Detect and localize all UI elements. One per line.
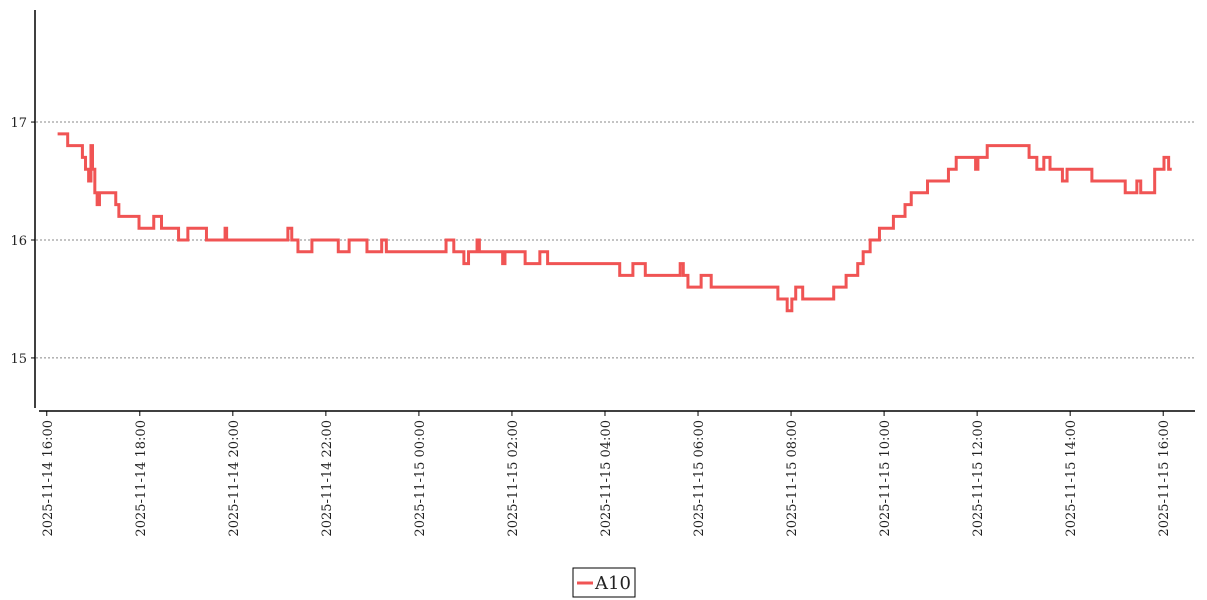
x-tick-label: 2025-11-14 18:00 [134, 420, 149, 537]
x-tick-label: 2025-11-15 12:00 [971, 420, 986, 537]
x-tick-label: 2025-11-15 16:00 [1157, 420, 1172, 537]
y-tick-label: 16 [10, 234, 27, 249]
x-tick-label: 2025-11-14 20:00 [227, 420, 242, 537]
x-tick-label: 2025-11-15 06:00 [692, 420, 707, 537]
x-tick-label: 2025-11-15 10:00 [878, 420, 893, 537]
x-tick-label: 2025-11-15 14:00 [1064, 420, 1079, 537]
x-tick-label: 2025-11-15 02:00 [506, 420, 521, 537]
x-tick-label: 2025-11-14 22:00 [320, 420, 335, 537]
y-tick-label: 15 [10, 352, 27, 367]
data-line [57, 132, 1172, 313]
legend-label: A10 [594, 573, 631, 594]
legend: A10 [572, 567, 636, 598]
x-tick-label: 2025-11-15 00:00 [413, 420, 428, 537]
x-tick-label: 2025-11-15 04:00 [599, 420, 614, 537]
y-tick-label: 17 [10, 116, 27, 131]
x-tick-label: 2025-11-14 16:00 [41, 420, 56, 537]
x-tick-label: 2025-11-15 08:00 [785, 420, 800, 537]
